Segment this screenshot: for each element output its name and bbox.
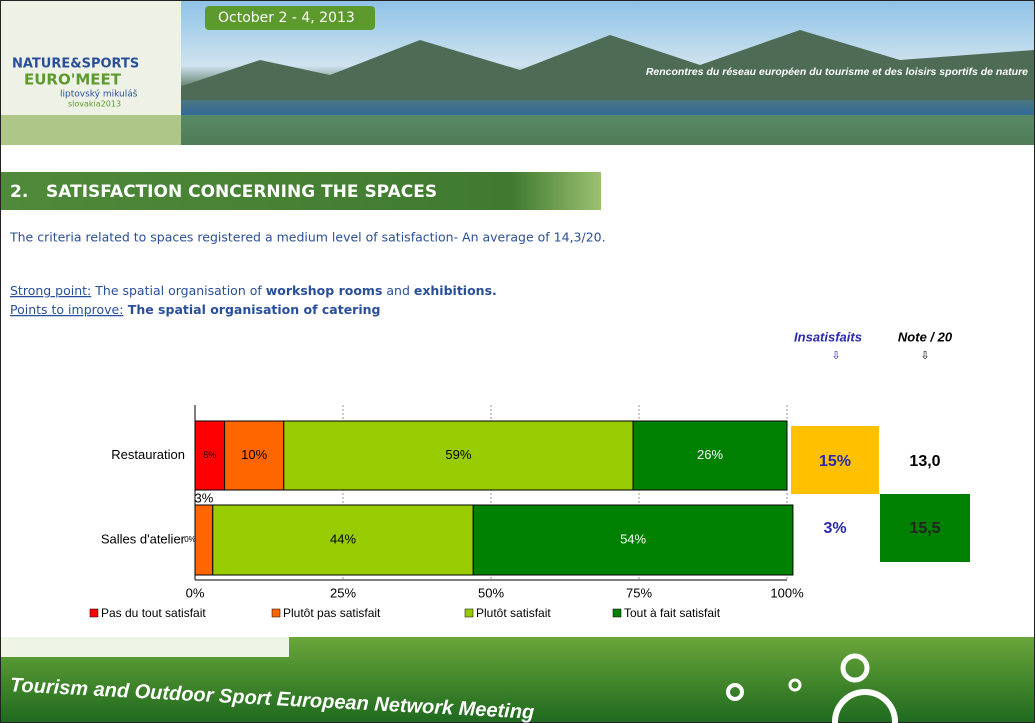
- logo-line: NATURE&SPORTS: [12, 57, 139, 72]
- legend-label: Pas du tout satisfait: [101, 606, 206, 620]
- intro: The criteria related to spaces registere…: [9, 230, 606, 245]
- arrow: ⇩: [920, 349, 929, 362]
- chart: 0% 25% 50% 75% 100% Restauration 5% 10% 59% 26% Sa…: [89, 405, 804, 620]
- date: October 2 - 4, 2013: [218, 10, 355, 26]
- section-title: 2. SATISFACTION CONCERNING THE SPACES: [10, 182, 437, 202]
- y-tick-label: Restauration: [111, 447, 185, 462]
- deco-circle: [832, 689, 898, 723]
- logo-line: EURO'MEET: [24, 71, 122, 89]
- legend-label: Plutôt pas satisfait: [283, 606, 381, 620]
- x-tick-label: 50%: [478, 585, 504, 600]
- bar-segment: [194, 504, 214, 576]
- side-cell: 15%: [819, 453, 851, 470]
- logo-line: liptovský mikuláš: [60, 89, 138, 100]
- legend-swatch: [271, 608, 281, 618]
- value-label: 3%: [194, 490, 213, 505]
- x-tick-label: 100%: [770, 585, 804, 600]
- strong-point: Strong point: The spatial organisation o…: [10, 283, 497, 298]
- value-label: 10%: [241, 447, 267, 462]
- y-tick-label: Salles d'atelier: [101, 531, 186, 546]
- value-label: 54%: [620, 531, 646, 546]
- date-bg: [205, 6, 375, 30]
- side-header: Insatisfaits: [794, 329, 862, 344]
- legend-swatch: [89, 608, 99, 618]
- legend-swatch: [612, 608, 622, 618]
- deco-circle: [726, 683, 744, 701]
- side-cell: 3%: [823, 520, 846, 537]
- x-tick-label: 25%: [330, 585, 356, 600]
- strong-label: Strong point:: [10, 283, 91, 298]
- value-label: 5%: [203, 450, 216, 460]
- side-header: Note / 20: [898, 329, 953, 344]
- text: workshop rooms: [266, 283, 383, 298]
- banner-ground: [1, 115, 1034, 145]
- tagline: Rencontres du réseau européen du tourism…: [646, 66, 1028, 78]
- logo-line: slovakia2013: [68, 100, 121, 109]
- value-label: 44%: [330, 531, 356, 546]
- text: exhibitions.: [414, 283, 497, 298]
- text: and: [382, 283, 413, 298]
- value-label: 26%: [697, 447, 723, 462]
- side-cell-bg: [880, 494, 970, 562]
- section-heading-bg: [1, 172, 601, 210]
- side-cell: 13,0: [909, 453, 940, 470]
- footer-strip: [1, 637, 289, 657]
- x-tick-label: 0%: [186, 585, 205, 600]
- side-cell: 15,5: [909, 520, 940, 537]
- bar-segment: [283, 420, 634, 491]
- value-label: 0%: [184, 535, 196, 544]
- side-cell-bg: [791, 426, 879, 494]
- legend-label: Plutôt satisfait: [476, 606, 551, 620]
- bar-segment: [472, 504, 794, 576]
- improve-point: Points to improve: The spatial organisat…: [10, 302, 380, 317]
- text: The spatial organisation of catering: [123, 302, 380, 317]
- text: The spatial organisation of: [91, 283, 265, 298]
- value-label: 59%: [445, 447, 471, 462]
- legend-label: Tout à fait satisfait: [624, 606, 721, 620]
- improve-label: Points to improve:: [10, 302, 123, 317]
- arrow: ⇩: [831, 349, 840, 362]
- x-tick-label: 75%: [626, 585, 652, 600]
- legend-swatch: [464, 608, 474, 618]
- bar-segment: [194, 420, 226, 491]
- bar-segment: [632, 420, 788, 491]
- deco-circle: [788, 678, 802, 692]
- mountains: [170, 30, 1034, 100]
- bar-segment: [212, 504, 474, 576]
- deco-circle: [840, 653, 870, 683]
